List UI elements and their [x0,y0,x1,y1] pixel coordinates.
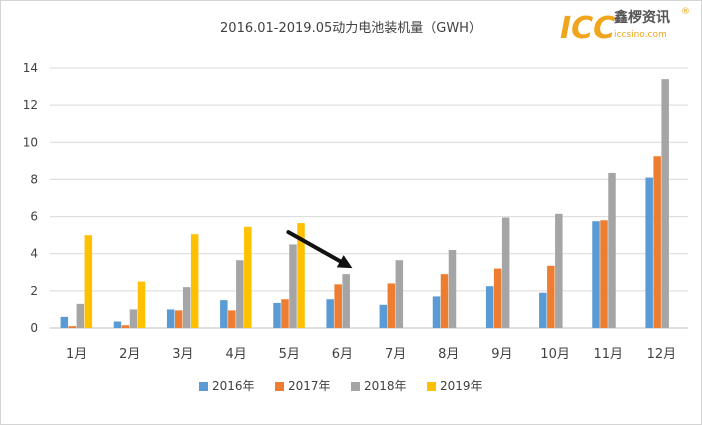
bar [182,287,191,328]
bar [653,156,661,328]
bar [273,302,281,328]
bar [645,177,653,328]
bar [485,286,494,328]
x-tick-label: 8月 [438,347,459,362]
annotation [286,230,353,269]
bar [297,223,305,328]
bar [501,217,510,328]
bar [448,250,457,328]
y-tick-label: 2 [30,284,38,298]
x-tick-label: 4月 [225,347,246,362]
gridlines [50,67,688,329]
legend-swatch [275,382,284,391]
y-tick-label: 6 [30,210,38,224]
bar [137,281,146,328]
y-tick-label: 14 [23,61,38,75]
x-tick-label: 6月 [332,347,353,362]
bar [432,296,441,328]
x-tick-label: 10月 [540,347,570,362]
bar [228,310,236,328]
bar [493,268,502,328]
y-tick-label: 4 [30,247,38,261]
bar [387,283,396,328]
bar [440,274,449,328]
bar [342,274,350,328]
bar [129,309,138,328]
bar [547,265,555,328]
logo-main: ICC [560,11,615,46]
x-tick-label: 1月 [66,347,87,362]
bar [395,260,404,328]
bar [281,299,289,328]
bar [334,284,342,328]
x-tick-label: 3月 [172,347,193,362]
bar [190,234,199,328]
logo-url: iccsino.com [614,30,667,40]
bar [539,292,547,328]
legend-swatch [199,382,208,391]
legend-label: 2016年 [212,379,255,393]
bar [174,310,183,328]
legend-label: 2017年 [288,379,331,393]
bar [236,260,244,328]
bar [60,316,69,328]
legend: 2016年 2017年 2018年 2019年 [199,379,483,393]
bar [76,303,85,328]
bar [68,326,77,328]
y-tick-label: 12 [23,98,38,112]
bar [555,213,563,328]
x-tick-label: 12月 [647,347,677,362]
bar [84,235,93,328]
bar [608,172,616,328]
x-axis-ticks: 1月 2月 3月 4月 5月 6月 7月 8月 9月 10月 11月 12月 [66,347,676,362]
logo-registered: ® [681,7,690,17]
bar [244,226,252,328]
bar [379,304,388,328]
bar [220,300,228,328]
x-tick-label: 11月 [593,347,623,362]
arrow-head [336,255,353,269]
y-tick-label: 10 [23,135,38,149]
logo: ICC 鑫椤资讯 ® iccsino.com [560,7,690,46]
bar [326,299,334,328]
bar [661,79,669,329]
legend-swatch [351,382,360,391]
legend-swatch [427,382,436,391]
x-tick-label: 9月 [491,347,512,362]
bar [600,220,608,328]
bar [121,325,130,328]
y-axis-ticks: 0 2 4 6 8 10 12 14 [23,61,38,335]
x-tick-label: 5月 [279,347,300,362]
y-tick-label: 8 [30,172,38,186]
bar [592,221,600,328]
legend-label: 2019年 [440,379,483,393]
x-tick-label: 7月 [385,347,406,362]
y-tick-label: 0 [30,321,38,335]
legend-label: 2018年 [364,379,407,393]
bar [113,321,122,328]
bar [166,309,175,328]
logo-chinese: 鑫椤资讯 [613,9,670,26]
chart-title: 2016.01-2019.05动力电池装机量（GWH） [220,21,482,36]
bars [60,79,669,329]
bar [289,244,297,328]
arrow-shaft [286,230,346,266]
x-tick-label: 2月 [119,347,140,362]
